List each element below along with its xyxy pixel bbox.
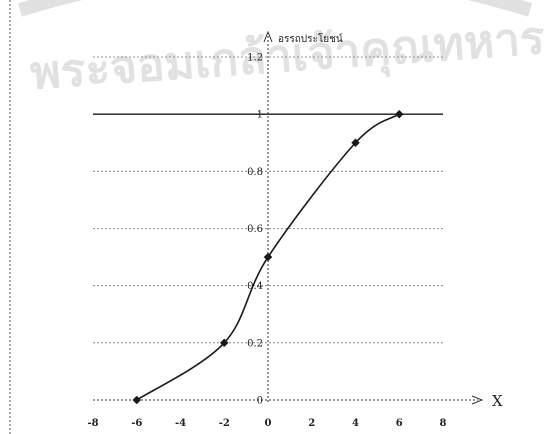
x-axis-label: X	[492, 392, 503, 410]
data-point	[351, 138, 360, 148]
data-point	[394, 109, 404, 119]
grid	[93, 56, 443, 344]
y-tick-label: 1	[257, 110, 263, 121]
data-point	[263, 252, 273, 262]
watermark-seal: พระจอมเกล้าเจ้าคุณทหาร	[17, 0, 547, 102]
x-tick-label: 0	[265, 418, 272, 429]
x-tick-label: 8	[440, 418, 447, 429]
x-tick-label: -8	[87, 418, 98, 429]
data-point	[219, 338, 229, 348]
x-tick-label: 4	[352, 418, 359, 429]
y-axis-arrow	[263, 30, 273, 43]
series	[132, 109, 404, 405]
y-tick-label: 0.2	[247, 338, 263, 349]
x-tick-label: 2	[308, 418, 315, 429]
watermark-text: พระจอมเกล้าเจ้าคุณทหาร	[28, 10, 546, 102]
y-tick-label: 1.2	[247, 53, 263, 64]
x-tick-label: -2	[219, 418, 230, 429]
data-point	[132, 395, 142, 405]
y-tick-label: 0.6	[247, 224, 263, 235]
y-axis-label: อรรถประโยชน์	[278, 32, 343, 45]
axes	[93, 30, 484, 405]
x-axis-arrow	[471, 395, 484, 405]
y-tick-label: 0.4	[247, 281, 263, 292]
x-tick-label: -4	[175, 418, 186, 429]
x-tick-label: 6	[396, 418, 403, 429]
y-tick-label: 0.8	[247, 167, 263, 178]
y-tick-label: 0	[257, 396, 263, 407]
tick-labels: 0 0.2 0.4 0.6 0.8 1 1.2 -8 -6 -4 -2 0 2 4 6 8	[87, 53, 446, 430]
x-tick-label: -6	[131, 418, 142, 429]
